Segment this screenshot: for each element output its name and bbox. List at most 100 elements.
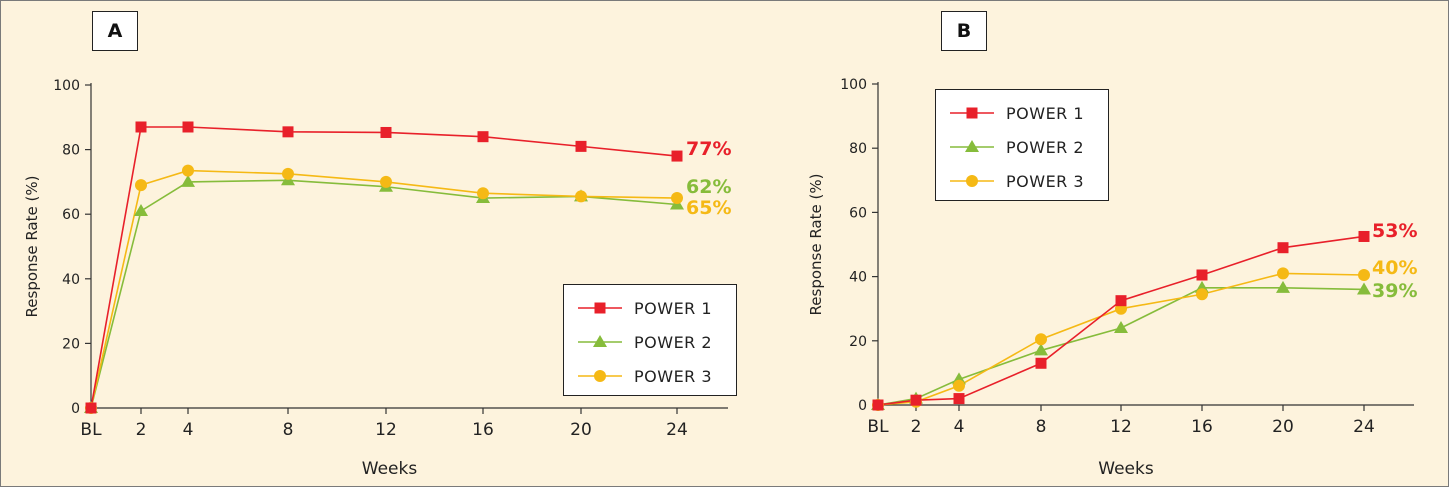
data-point-power-2 — [1114, 320, 1128, 333]
x-tick-label: 8 — [283, 420, 294, 440]
y-tick-label: 20 — [62, 336, 80, 352]
data-point-power-3 — [477, 187, 489, 200]
panel-label-a: A — [92, 11, 138, 51]
data-point-power-3 — [953, 379, 965, 392]
data-point-power-3 — [182, 164, 194, 177]
x-tick-label: 8 — [1036, 417, 1047, 437]
x-tick-label: 2 — [911, 417, 922, 437]
legend-item-power-2: POWER 2 — [936, 130, 1108, 164]
x-tick-label: BL — [867, 417, 889, 437]
y-tick-label: 60 — [849, 205, 867, 221]
legend-marker — [593, 335, 607, 347]
legend-label: POWER 2 — [634, 332, 713, 352]
data-point-power-1 — [953, 393, 965, 405]
legend-panel-a: POWER 1 POWER 2 POWER 3 — [563, 284, 737, 396]
y-tick-label: 0 — [858, 398, 867, 414]
legend-label: POWER 1 — [634, 298, 713, 318]
data-point-power-1 — [910, 394, 922, 406]
data-point-power-1 — [1196, 269, 1208, 281]
legend-item-power-1: POWER 1 — [564, 291, 736, 325]
data-point-power-2 — [1357, 282, 1371, 295]
data-point-power-1 — [135, 121, 147, 133]
x-tick-label: 24 — [1353, 417, 1375, 437]
y-axis-label: Response Rate (%) — [807, 174, 825, 316]
legend-item-power-3: POWER 3 — [564, 359, 736, 393]
y-tick-label: 80 — [62, 143, 80, 159]
legend-item-power-1: POWER 1 — [936, 96, 1108, 130]
data-point-power-1 — [282, 126, 294, 138]
x-axis-label: Weeks — [362, 459, 418, 479]
x-tick-label: 4 — [183, 420, 194, 440]
legend-marker — [966, 175, 978, 187]
x-tick-label: 16 — [1191, 417, 1213, 437]
legend-swatch — [950, 175, 994, 187]
legend-label: POWER 2 — [1006, 137, 1085, 157]
data-point-power-2 — [1034, 343, 1048, 356]
end-label-power-3: 40% — [1372, 257, 1417, 279]
legend-item-power-2: POWER 2 — [564, 325, 736, 359]
data-point-power-2 — [181, 174, 195, 187]
y-tick-label: 80 — [849, 141, 867, 157]
legend-swatch — [950, 140, 994, 152]
series-line-power-3 — [877, 272, 1365, 406]
legend-label: POWER 3 — [634, 366, 713, 386]
x-tick-label: 20 — [570, 420, 592, 440]
data-point-power-3 — [575, 190, 587, 203]
data-point-power-3 — [1196, 288, 1208, 301]
x-tick-label: 4 — [954, 417, 965, 437]
x-axis-label: Weeks — [1098, 459, 1154, 479]
y-tick-label: 100 — [840, 77, 867, 93]
data-point-power-1 — [575, 140, 587, 152]
series-line-power-1 — [877, 235, 1365, 406]
end-label-power-3: 65% — [686, 197, 731, 219]
x-tick-label: 24 — [666, 420, 688, 440]
x-tick-label: BL — [80, 420, 102, 440]
end-label-power-2: 39% — [1372, 280, 1417, 302]
data-point-power-2 — [134, 203, 148, 216]
data-point-power-1 — [477, 131, 489, 143]
data-point-power-3 — [1035, 333, 1047, 346]
y-tick-label: 40 — [849, 270, 867, 286]
x-tick-label: 20 — [1272, 417, 1294, 437]
data-point-power-2 — [1276, 280, 1290, 293]
legend-marker — [594, 302, 606, 314]
data-point-power-3 — [135, 179, 147, 192]
data-point-power-1 — [1035, 357, 1047, 369]
y-axis-label: Response Rate (%) — [23, 176, 41, 318]
y-tick-label: 60 — [62, 207, 80, 223]
series-line-power-3 — [90, 169, 678, 409]
data-point-power-3 — [1277, 267, 1289, 280]
end-label-power-2: 62% — [686, 176, 731, 198]
y-tick-label: 100 — [53, 78, 80, 94]
legend-label: POWER 3 — [1006, 171, 1085, 191]
legend-item-power-3: POWER 3 — [936, 164, 1108, 198]
x-tick-label: 12 — [375, 420, 397, 440]
legend-swatch — [578, 302, 622, 314]
data-point-power-1 — [182, 121, 194, 133]
x-tick-label: 16 — [472, 420, 494, 440]
series-line-power-1 — [90, 126, 678, 409]
x-tick-label: 12 — [1110, 417, 1132, 437]
data-point-power-1 — [1115, 295, 1127, 307]
data-point-power-1 — [872, 399, 884, 411]
legend-swatch — [578, 335, 622, 347]
data-point-power-3 — [1358, 268, 1370, 281]
data-point-power-1 — [380, 126, 392, 138]
series-line-power-2 — [877, 287, 1365, 406]
end-label-power-1: 53% — [1372, 220, 1417, 242]
legend-swatch — [578, 370, 622, 382]
end-label-power-1: 77% — [686, 138, 731, 160]
y-tick-label: 20 — [849, 334, 867, 350]
data-point-power-1 — [85, 402, 97, 414]
data-point-power-1 — [671, 150, 683, 162]
data-point-power-1 — [1277, 242, 1289, 254]
data-point-power-3 — [671, 192, 683, 205]
y-tick-label: 40 — [62, 272, 80, 288]
legend-label: POWER 1 — [1006, 103, 1085, 123]
series-line-power-2 — [90, 179, 678, 409]
legend-swatch — [950, 107, 994, 119]
